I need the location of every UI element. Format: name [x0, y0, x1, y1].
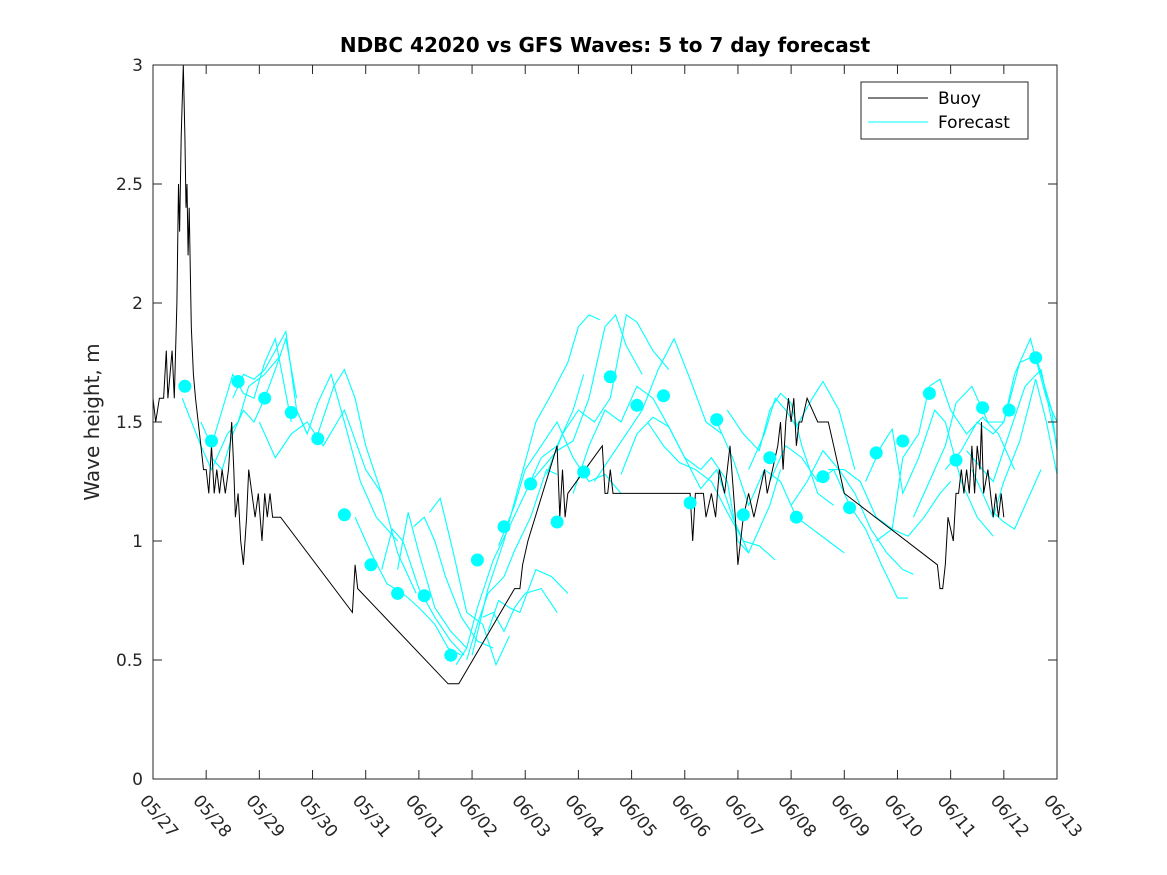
forecast-marker-25: [843, 501, 857, 515]
forecast-line-26: [726, 392, 835, 506]
forecast-marker-27: [896, 434, 910, 448]
forecast-line-34: [944, 354, 1058, 470]
forecast-line-28: [769, 444, 909, 599]
forecast-line-1: [200, 336, 292, 448]
forecast-marker-22: [763, 451, 777, 465]
forecast-line-6: [317, 368, 417, 594]
forecast-marker-12: [497, 520, 511, 534]
forecast-line-2: [211, 336, 298, 471]
forecast-marker-5: [311, 432, 325, 446]
forecast-marker-16: [603, 370, 617, 384]
forecast-line-9: [397, 512, 468, 649]
forecast-line-22: [620, 416, 750, 554]
forecast-marker-3: [258, 391, 272, 405]
forecast-marker-10: [444, 648, 458, 662]
forecast-line-23: [647, 421, 776, 561]
forecast-marker-26: [869, 446, 883, 460]
forecast-marker-9: [417, 589, 431, 603]
forecast-line-3: [232, 329, 308, 435]
forecast-marker-17: [630, 398, 644, 412]
forecast-line-16: [471, 314, 600, 656]
buoy-line: [152, 64, 1005, 685]
forecast-line-24: [700, 456, 782, 554]
forecast-line-25: [716, 421, 845, 554]
legend-forecast-label: Forecast: [938, 113, 1010, 133]
y-tick-label-1: 0.5: [116, 651, 143, 671]
forecast-line-13: [487, 568, 569, 632]
y-tick-label-3: 1.5: [116, 413, 143, 433]
legend-buoy-label: Buoy: [938, 89, 981, 109]
forecast-marker-14: [550, 515, 564, 529]
legend: Buoy Forecast: [860, 81, 1029, 140]
forecast-marker-21: [736, 508, 750, 522]
forecast-line-14: [466, 468, 558, 661]
forecast-line-15: [455, 374, 585, 666]
forecast-marker-15: [577, 465, 591, 479]
plot-area: [153, 65, 1057, 779]
forecast-line-21: [593, 337, 723, 482]
forecast-marker-20: [710, 413, 724, 427]
forecast-marker-19: [683, 496, 697, 510]
forecast-marker-18: [657, 389, 670, 403]
chart-title: NDBC 42020 vs GFS Waves: 5 to 7 day fore…: [340, 33, 871, 57]
forecast-line-19: [545, 313, 670, 475]
forecast-line-5: [296, 372, 399, 542]
forecast-marker-0: [178, 379, 192, 393]
y-tick-label-4: 2: [132, 294, 143, 314]
forecast-marker-28: [922, 386, 936, 400]
forecast-marker-30: [976, 401, 990, 415]
forecast-marker-31: [1002, 403, 1016, 417]
forecast-marker-13: [524, 477, 538, 491]
y-tick-label-6: 3: [132, 56, 143, 76]
forecast-line-27: [748, 380, 856, 470]
forecast-marker-23: [789, 510, 803, 524]
forecast-line-37: [992, 469, 1042, 530]
forecast-line-17: [498, 420, 622, 547]
forecast-line-0: [181, 355, 282, 471]
forecast-line-10: [413, 516, 494, 649]
forecast-marker-2: [231, 375, 245, 388]
forecast-line-7: [354, 516, 462, 656]
forecast-line-8: [381, 527, 465, 656]
forecast-marker-11: [470, 553, 484, 567]
y-tick-label-0: 0: [132, 770, 143, 790]
forecast-marker-1: [205, 434, 218, 448]
legend-box: [860, 81, 1029, 140]
forecast-marker-29: [949, 453, 963, 467]
series-layer: [152, 64, 1058, 685]
forecast-marker-4: [284, 406, 298, 419]
forecast-line-11: [429, 496, 510, 667]
y-axis-label: Wave height, m: [80, 343, 104, 500]
forecast-line-12: [482, 587, 558, 633]
y-tick-label-2: 1: [132, 532, 143, 552]
forecast-line-31: [865, 409, 994, 537]
y-tick-label-5: 2.5: [116, 175, 143, 195]
forecast-line-32: [875, 378, 1016, 542]
forecast-marker-7: [364, 558, 378, 572]
forecast-marker-24: [816, 470, 830, 484]
forecast-line-36: [971, 379, 1058, 519]
forecast-marker-8: [391, 586, 405, 600]
forecast-marker-6: [337, 508, 351, 522]
forecast-line-29: [790, 449, 914, 575]
forecast-marker-32: [1029, 351, 1043, 365]
